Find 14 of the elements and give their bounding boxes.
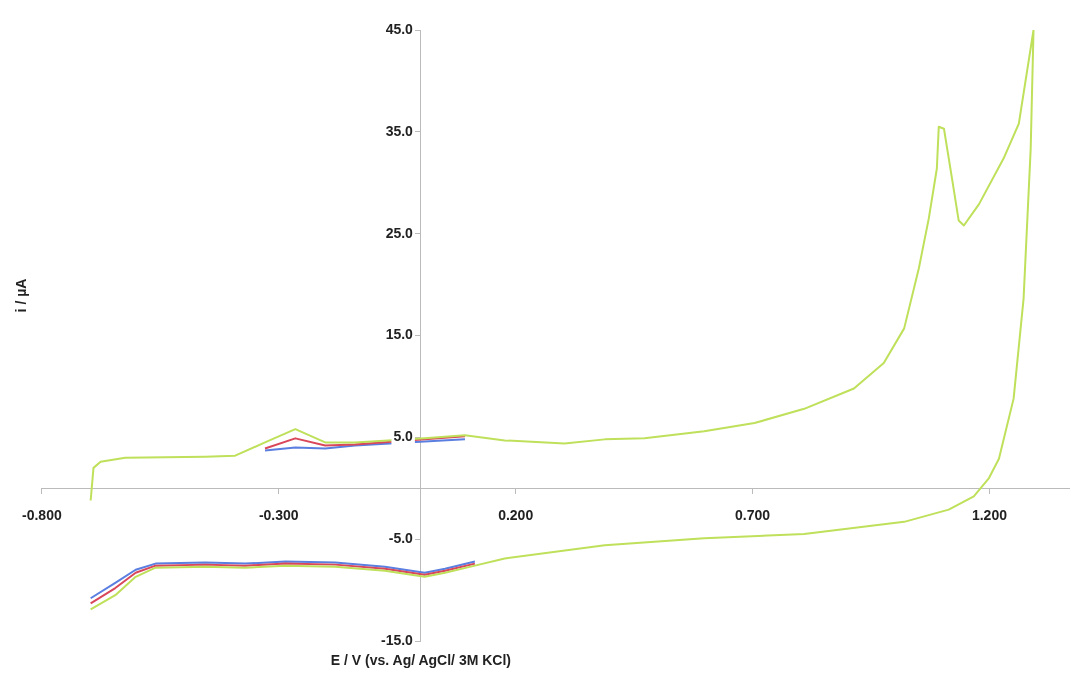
y-tick-label: 25.0 [385,224,414,241]
x-tick-label: 1.200 [971,506,1008,523]
x-axis-title: E / V (vs. Ag/ AgCl/ 3M KCl) [330,651,511,668]
y-tick-label: 5.0 [393,428,414,445]
x-tick-label: -0.800 [22,506,62,523]
y-tick-label: 45.0 [385,20,414,37]
x-tick-label: -0.300 [258,506,299,523]
y-tick-label: -15.0 [380,631,414,648]
x-tick-label: 0.200 [498,506,534,523]
y-tick-label: 35.0 [385,122,414,139]
y-axis-title: i / µA [12,278,29,313]
x-tick-label: 0.700 [735,506,771,523]
y-tick-label: 15.0 [385,326,414,343]
y-tick-label: -5.0 [388,530,414,547]
